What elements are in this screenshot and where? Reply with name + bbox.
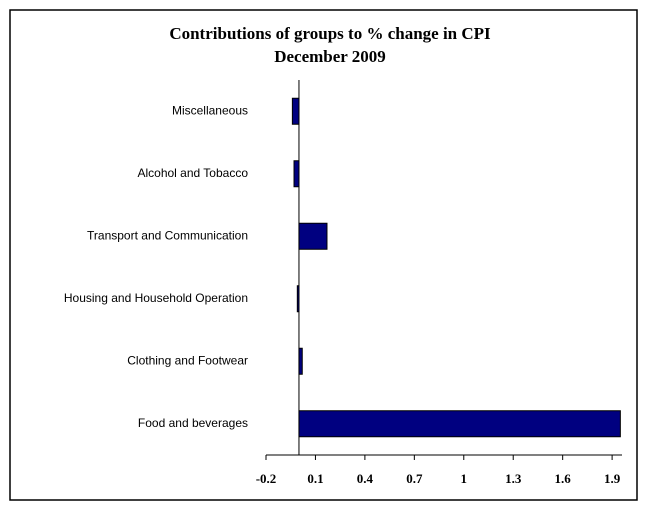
x-tick-label: 1.3 [505,471,522,486]
y-tick-label: Miscellaneous [172,103,248,117]
y-tick-label: Transport and Communication [87,228,248,242]
y-tick-label: Food and beverages [138,416,248,430]
bar [298,347,303,375]
bar [291,97,300,125]
chart-border [9,9,638,501]
bar [298,410,621,438]
bar [293,160,300,188]
x-tick-label: 1 [461,471,468,486]
x-tick-label: 0.7 [406,471,423,486]
x-tick-label: 0.4 [357,471,374,486]
bar [296,285,300,313]
x-tick-label: 1.6 [555,471,572,486]
x-tick-label: 1.9 [604,471,621,486]
y-tick-label: Alcohol and Tobacco [137,166,248,180]
chart-title: Contributions of groups to % change in C… [169,24,491,43]
x-tick-label: 0.1 [307,471,323,486]
bar [298,222,328,250]
x-tick-label: -0.2 [256,471,277,486]
chart-subtitle: December 2009 [274,47,386,66]
y-tick-label: Housing and Household Operation [64,291,248,305]
y-tick-label: Clothing and Footwear [127,353,248,367]
